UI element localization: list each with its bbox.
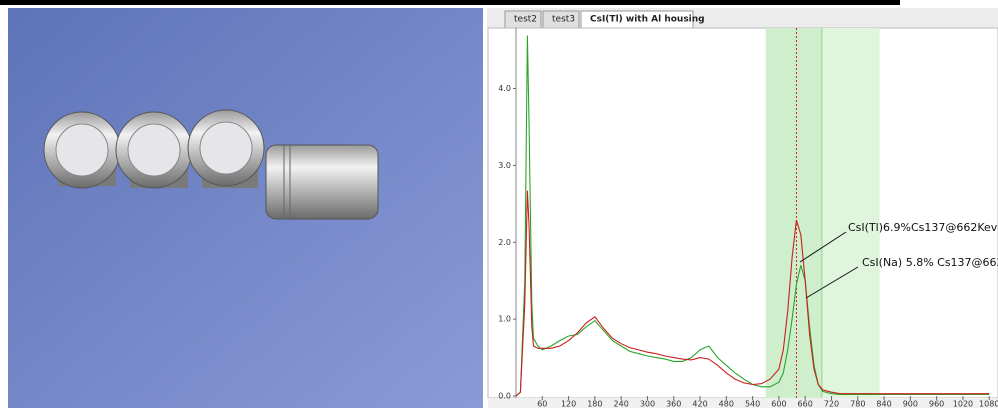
annotation: CsI(Tl)6.9%Cs137@662Kev [848, 221, 998, 234]
annotation: CsI(Na) 5.8% Cs137@662ke [862, 256, 998, 269]
series-line [515, 35, 990, 397]
x-tick-label: 780 [850, 400, 865, 408]
x-tick-label: 960 [929, 400, 944, 408]
leader-line [805, 266, 859, 299]
top-bar [0, 0, 900, 5]
series-line [515, 190, 990, 397]
x-tick-label: 420 [692, 400, 707, 408]
roi-band [765, 28, 822, 398]
x-tick-label: 360 [666, 400, 681, 408]
leader-line [799, 231, 847, 263]
x-tick-label: 600 [771, 400, 786, 408]
tab-label: test2 [514, 15, 537, 25]
y-tick-label: 3.0 [498, 161, 511, 170]
y-tick-label: 4.0 [498, 84, 511, 93]
tab-label: test3 [552, 15, 575, 25]
x-tick-label: 660 [798, 400, 813, 408]
y-tick-label: 2.0 [498, 238, 511, 247]
x-tick-label: 60 [537, 400, 547, 408]
photo [8, 8, 483, 408]
x-tick-label: 180 [587, 400, 602, 408]
x-tick-label: 900 [903, 400, 918, 408]
x-tick-label: 120 [561, 400, 576, 408]
y-tick-label: 0.0 [498, 392, 511, 401]
x-tick-label: 1080 [979, 400, 998, 408]
x-axis-band [488, 398, 998, 408]
x-tick-label: 480 [719, 400, 734, 408]
x-tick-label: 540 [745, 400, 760, 408]
x-tick-label: 300 [640, 400, 655, 408]
plot: 0.0 1.0 2.0 3.0 4.0 60 120 180 240 300 360 420 480 54… [498, 28, 998, 408]
tab-label: CsI(Tl) with Al housing [590, 15, 705, 25]
x-tick-label: 720 [824, 400, 839, 408]
x-tick-label: 240 [614, 400, 629, 408]
x-tick-label: 1020 [953, 400, 973, 408]
y-tick-label: 1.0 [498, 315, 511, 324]
x-tick-label: 840 [876, 400, 891, 408]
